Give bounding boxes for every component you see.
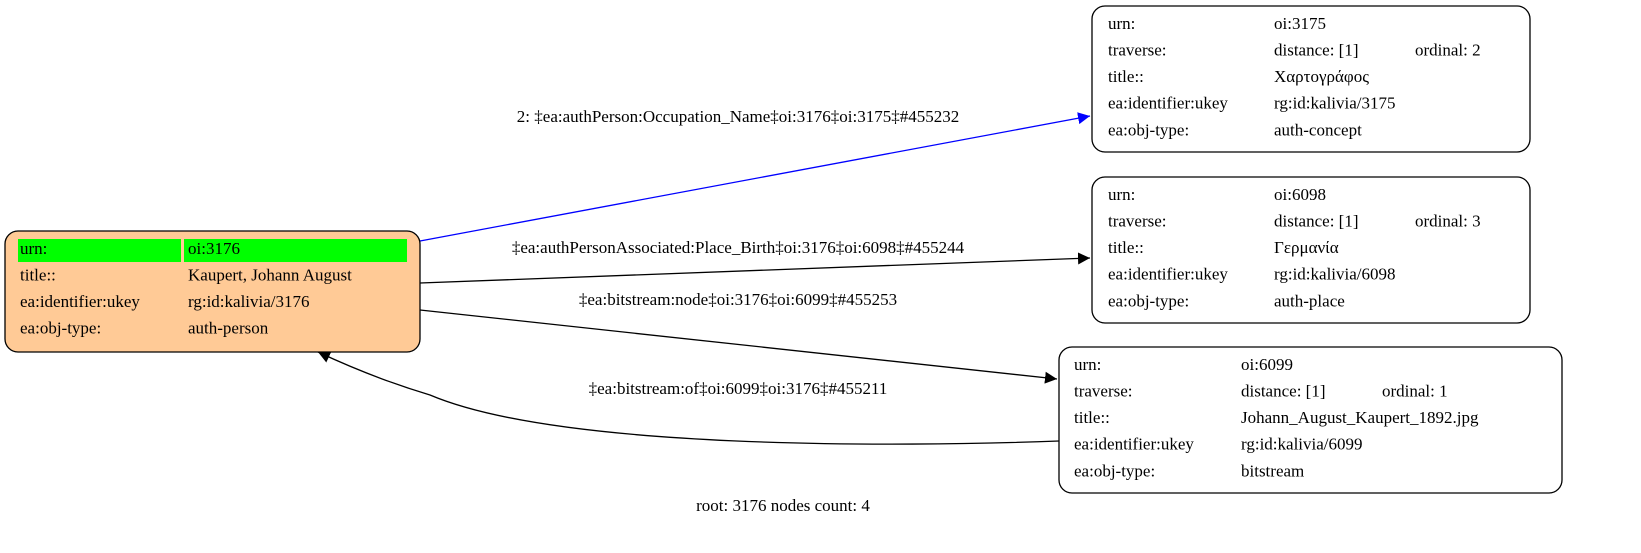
edge-label: ‡ea:authPersonAssociated:Place_Birth‡oi:… [512,238,965,257]
field-value: distance: [1] [1274,212,1359,231]
edge [419,112,1091,242]
edge-label: ‡ea:bitstream:node‡oi:3176‡oi:6099‡#4552… [579,290,897,309]
footer: root: 3176 nodes count: 4 [696,496,870,515]
field-value: auth-concept [1274,120,1362,139]
field-value: oi:6099 [1241,355,1293,374]
field-label: ea:obj-type: [1108,291,1189,310]
field-value: ordinal: 1 [1382,382,1448,401]
field-value: ordinal: 3 [1415,212,1481,231]
field-label: title:: [1108,67,1144,86]
field-label: traverse: [1108,41,1167,60]
field-label: traverse: [1074,382,1133,401]
field-value: Χαρτογράφος [1274,67,1369,86]
field-value: Γερμανία [1274,238,1339,257]
field-value: rg:id:kalivia/6099 [1241,435,1363,454]
field-value: oi:3176 [188,239,240,258]
field-value: oi:6098 [1274,185,1326,204]
field-value: oi:3175 [1274,14,1326,33]
edge-label: 2: ‡ea:authPerson:Occupation_Name‡oi:317… [517,107,959,126]
node-box [1058,346,1563,494]
field-label: ea:identifier:ukey [20,292,140,311]
field-label: urn: [1074,355,1101,374]
field-value: distance: [1] [1274,41,1359,60]
highlight [184,239,407,262]
field-label: ea:identifier:ukey [1108,94,1228,113]
field-value: rg:id:kalivia/6098 [1274,265,1396,284]
field-label: ea:identifier:ukey [1108,265,1228,284]
field-value: auth-person [188,319,269,338]
field-label: ea:identifier:ukey [1074,435,1194,454]
node-box [1091,176,1531,324]
edge [419,252,1091,284]
field-value: rg:id:kalivia/3176 [188,292,310,311]
field-value: distance: [1] [1241,382,1326,401]
field-label: urn: [20,239,47,258]
field-value: bitstream [1241,461,1304,480]
field-value: rg:id:kalivia/3175 [1274,94,1396,113]
field-label: ea:obj-type: [1108,120,1189,139]
field-label: ea:obj-type: [20,319,101,338]
field-value: ordinal: 2 [1415,41,1481,60]
edge [317,351,1060,445]
highlight [18,239,181,262]
field-value: Kaupert, Johann August [188,266,352,285]
edge [419,309,1058,384]
field-label: title:: [1108,238,1144,257]
field-value: Johann_August_Kaupert_1892.jpg [1241,408,1479,427]
node-box [1091,5,1531,153]
field-label: traverse: [1108,212,1167,231]
field-label: urn: [1108,14,1135,33]
field-label: ea:obj-type: [1074,461,1155,480]
field-value: auth-place [1274,291,1345,310]
field-label: title:: [20,266,56,285]
edge-label: ‡ea:bitstream:of‡oi:6099‡oi:3176‡#455211 [589,379,888,398]
field-label: urn: [1108,185,1135,204]
field-label: title:: [1074,408,1110,427]
